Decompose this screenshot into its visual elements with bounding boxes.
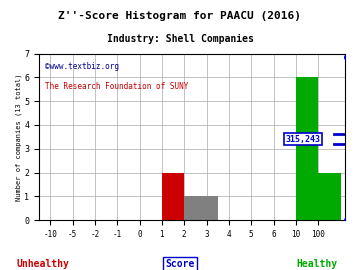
Text: Unhealthy: Unhealthy [17,259,69,269]
Text: Score: Score [165,259,195,269]
Bar [162,173,184,220]
Text: ©www.textbiz.org: ©www.textbiz.org [45,62,119,71]
Bar [296,77,318,220]
Text: Z''-Score Histogram for PAACU (2016): Z''-Score Histogram for PAACU (2016) [58,11,302,21]
Text: Healthy: Healthy [296,259,337,269]
Bar [318,173,341,220]
Text: 315,243: 315,243 [285,135,320,144]
Y-axis label: Number of companies (13 total): Number of companies (13 total) [15,73,22,201]
Bar [184,196,218,220]
Text: The Research Foundation of SUNY: The Research Foundation of SUNY [45,82,189,91]
Text: Industry: Shell Companies: Industry: Shell Companies [107,34,253,44]
